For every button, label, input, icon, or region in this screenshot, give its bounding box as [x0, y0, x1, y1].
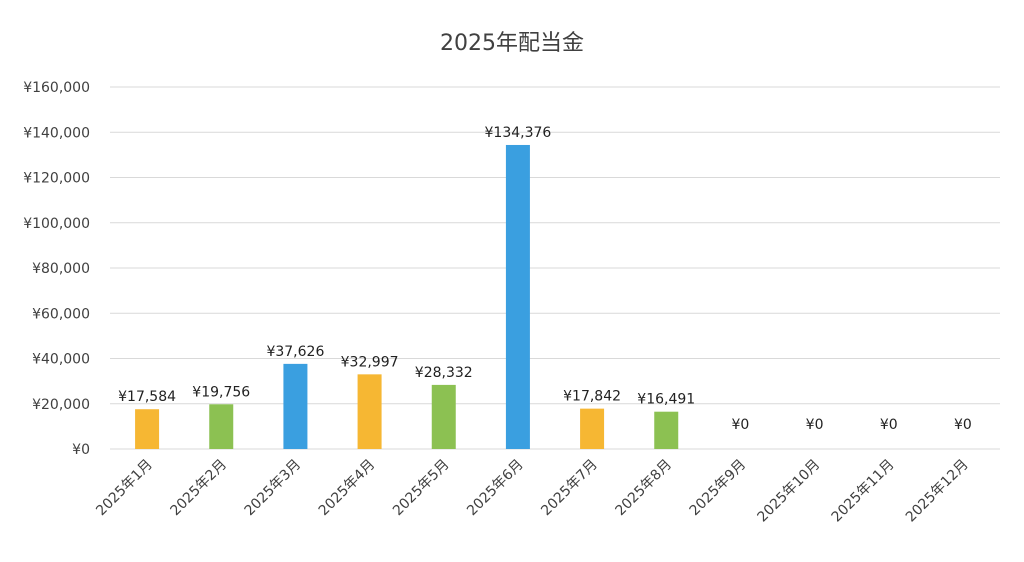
y-axis-ticks: ¥0 ¥20,000 ¥40,000 ¥60,000 ¥80,000 ¥100,000 ¥1…	[23, 80, 90, 458]
data-label: ¥28,332	[415, 365, 473, 381]
data-label: ¥0	[732, 417, 750, 433]
y-tick-label: ¥60,000	[32, 306, 90, 322]
bar	[209, 404, 234, 449]
bar	[505, 144, 530, 449]
bar	[283, 363, 308, 449]
bar	[357, 374, 382, 449]
y-tick-label: ¥160,000	[23, 80, 90, 96]
y-tick-label: ¥120,000	[23, 171, 90, 187]
data-label: ¥19,756	[192, 384, 250, 400]
data-label: ¥17,584	[118, 389, 176, 405]
y-tick-label: ¥80,000	[32, 261, 90, 277]
bar	[654, 411, 679, 449]
data-label: ¥134,376	[485, 125, 552, 141]
bar	[580, 408, 605, 449]
bar	[431, 384, 456, 449]
data-label: ¥17,842	[563, 389, 621, 405]
chart-title: 2025年配当金	[440, 31, 584, 56]
data-labels: ¥17,584 ¥19,756 ¥37,626 ¥32,997 ¥28,332 ¥134,…	[118, 125, 972, 433]
bars	[135, 144, 679, 449]
y-tick-label: ¥20,000	[32, 397, 90, 413]
data-label: ¥0	[954, 417, 972, 433]
gridlines	[110, 86, 1000, 450]
data-label: ¥0	[806, 417, 824, 433]
y-tick-label: ¥140,000	[23, 125, 90, 141]
y-tick-label: ¥100,000	[23, 216, 90, 232]
data-label: ¥32,997	[341, 354, 399, 370]
data-label: ¥37,626	[266, 344, 324, 360]
bar	[135, 409, 160, 449]
data-label: ¥0	[880, 417, 898, 433]
y-tick-label: ¥0	[72, 442, 90, 458]
data-label: ¥16,491	[637, 392, 695, 408]
y-tick-label: ¥40,000	[32, 352, 90, 368]
